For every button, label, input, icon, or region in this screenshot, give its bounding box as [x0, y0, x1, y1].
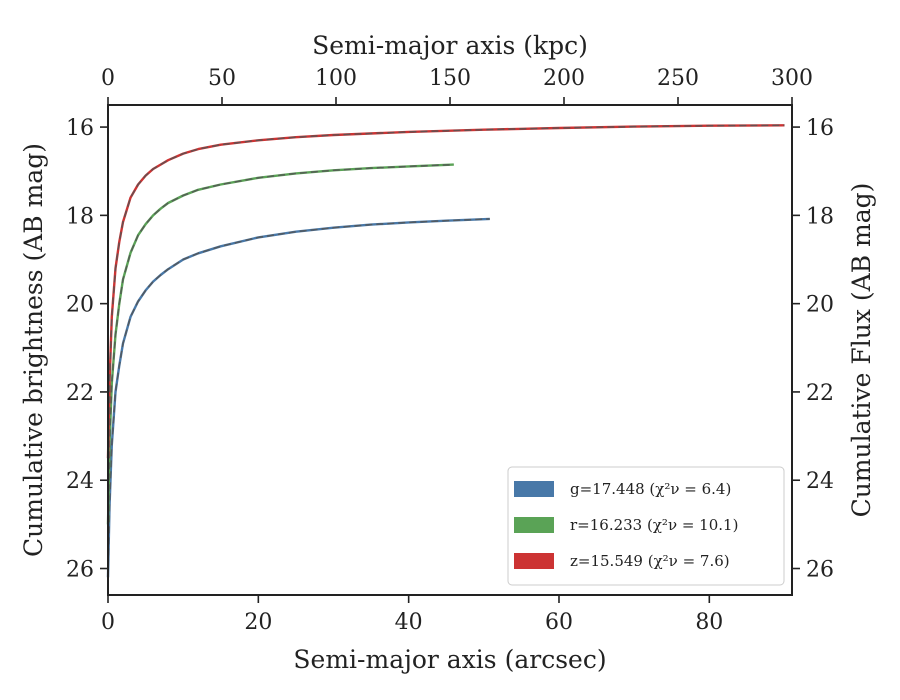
y-right-tick-label: 24 — [806, 469, 834, 494]
y-tick-label: 16 — [66, 116, 94, 141]
legend: g=17.448 (χ²ν = 6.4) r=16.233 (χ²ν = 10.1… — [507, 466, 785, 586]
x-top-tick-label: 300 — [771, 66, 813, 91]
axes-ticks: 0 20 40 60 80 0 50 100 150 200 250 300 16 18 20 22 24 26 1… — [66, 66, 834, 635]
series-model-line-0 — [107, 218, 490, 578]
legend-label-1: r=16.233 (χ²ν = 10.1) — [570, 516, 738, 534]
legend-items: g=17.448 (χ²ν = 6.4) r=16.233 (χ²ν = 10.1… — [514, 480, 738, 570]
x-tick-label: 20 — [244, 610, 272, 635]
series-line-1 — [106, 163, 454, 525]
series-line-0 — [106, 217, 490, 578]
series-model-line-2 — [107, 124, 785, 459]
legend-label-0: g=17.448 (χ²ν = 6.4) — [570, 480, 731, 498]
x-top-axis-title: Semi-major axis (kpc) — [312, 31, 588, 60]
legend-swatch-0 — [514, 481, 554, 497]
x-tick-label: 40 — [395, 610, 423, 635]
x-top-tick-label: 100 — [315, 66, 357, 91]
y-axis-title: Cumulative brightness (AB mag) — [19, 143, 48, 557]
x-axis-title: Semi-major axis (arcsec) — [293, 645, 606, 674]
y-right-tick-label: 22 — [806, 381, 834, 406]
x-top-tick-label: 150 — [429, 66, 471, 91]
y-tick-label: 26 — [66, 558, 94, 583]
x-top-tick-label: 50 — [208, 66, 236, 91]
x-top-tick-label: 0 — [101, 66, 115, 91]
y-right-tick-label: 16 — [806, 116, 834, 141]
legend-label-2: z=15.549 (χ²ν = 7.6) — [570, 552, 730, 570]
y-right-tick-label: 26 — [806, 558, 834, 583]
y-right-tick-label: 20 — [806, 293, 834, 318]
y-tick-label: 18 — [66, 204, 94, 229]
x-top-tick-label: 250 — [657, 66, 699, 91]
legend-swatch-1 — [514, 517, 554, 533]
series-line-2 — [106, 124, 785, 459]
y-tick-label: 24 — [66, 469, 94, 494]
x-tick-label: 80 — [695, 610, 723, 635]
x-top-tick-label: 200 — [543, 66, 585, 91]
series-model-line-1 — [107, 163, 454, 525]
y-right-tick-label: 18 — [806, 204, 834, 229]
legend-frame — [507, 466, 785, 586]
y-tick-label: 22 — [66, 381, 94, 406]
x-tick-label: 0 — [101, 610, 115, 635]
x-tick-label: 60 — [545, 610, 573, 635]
y-tick-label: 20 — [66, 293, 94, 318]
y-right-axis-title: Cumulative Flux (AB mag) — [847, 183, 876, 518]
plot-area — [106, 124, 785, 578]
legend-swatch-2 — [514, 553, 554, 569]
